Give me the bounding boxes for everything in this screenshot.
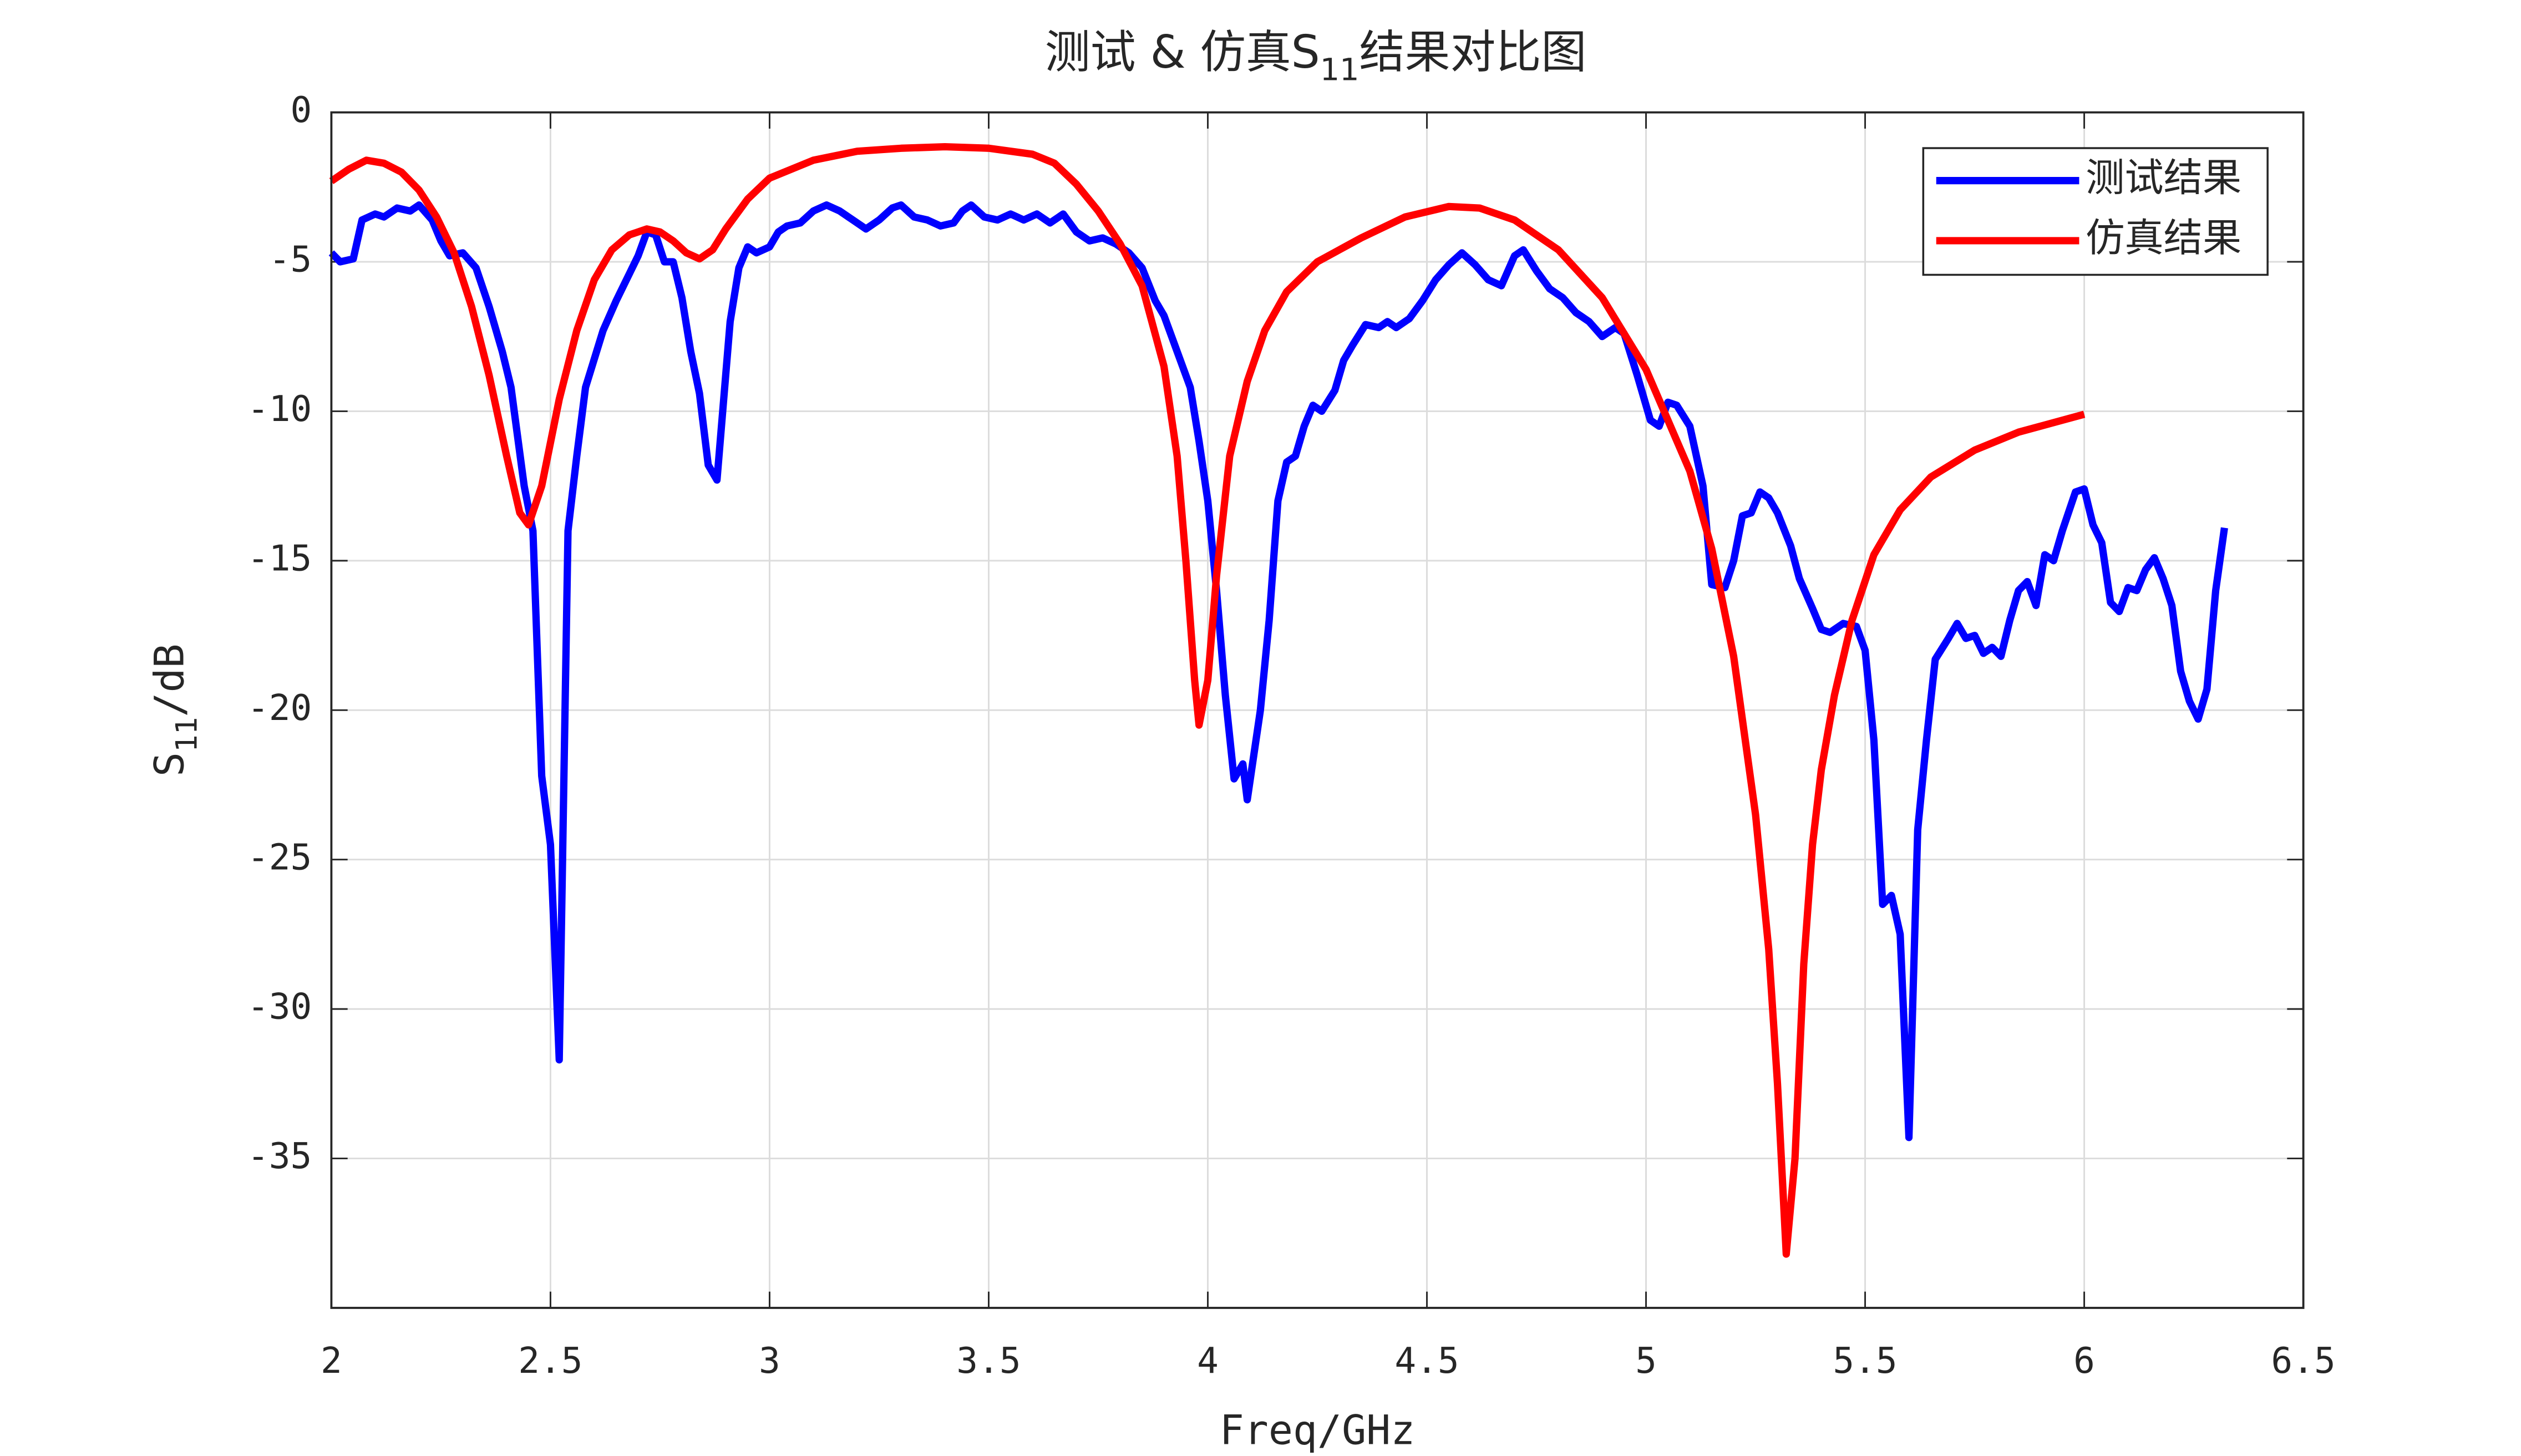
x-tick-label: 4 — [1197, 1340, 1219, 1382]
y-tick-label: -10 — [247, 388, 312, 430]
plot — [328, 143, 2228, 1258]
y-tick-label: -5 — [269, 239, 312, 281]
y-tick-label: -20 — [247, 687, 312, 729]
series-line — [329, 143, 2086, 1258]
x-tick-label: 2.5 — [518, 1340, 582, 1382]
y-tick-label: 0 — [290, 89, 312, 131]
y-label-text: /dB — [146, 643, 193, 717]
y-tick-label: -15 — [247, 537, 312, 579]
x-tick-label: 5 — [1635, 1340, 1657, 1382]
x-tick-label: 2 — [321, 1340, 342, 1382]
x-tick-label: 5.5 — [1833, 1340, 1897, 1382]
y-tick-label: -30 — [247, 986, 312, 1028]
title-text: 测试 & 仿真S — [1045, 27, 1320, 79]
legend-label: 测试结果 — [2086, 155, 2241, 201]
y-label-text: S — [146, 752, 193, 777]
axes-box — [330, 111, 2305, 1309]
x-axis-label: Freq/GHz — [1220, 1407, 1416, 1454]
x-tick-label: 3 — [759, 1340, 780, 1382]
y-tick-label: -35 — [247, 1135, 312, 1177]
y-label-subscript: 11 — [170, 717, 204, 752]
x-tick-label: 4.5 — [1394, 1340, 1459, 1382]
legend-label: 仿真结果 — [2086, 215, 2241, 261]
y-axis-label: S11/dB — [146, 643, 204, 777]
series-line — [328, 201, 2228, 1142]
chart-title: 测试 & 仿真S11结果对比图 — [1045, 27, 1587, 88]
y-tick-label: -25 — [247, 836, 312, 878]
x-tick-label: 6.5 — [2271, 1340, 2335, 1382]
title-subscript: 11 — [1320, 52, 1360, 88]
title-text: 结果对比图 — [1360, 27, 1587, 79]
legend-box — [1922, 147, 2269, 276]
x-tick-label: 6 — [2073, 1340, 2095, 1382]
x-tick-label: 3.5 — [956, 1340, 1021, 1382]
